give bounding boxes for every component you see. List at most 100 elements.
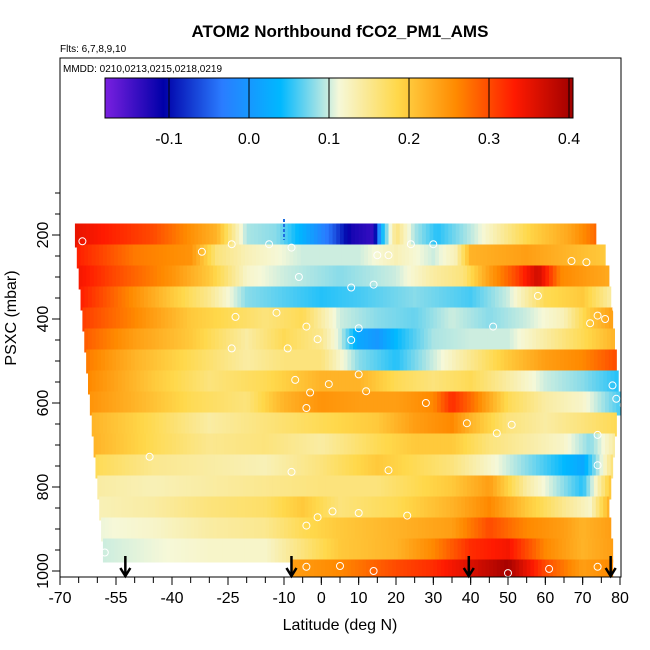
sample-point: [313, 335, 322, 344]
heatmap-cell: [185, 328, 190, 353]
heatmap-cell: [330, 370, 335, 395]
heatmap-cell: [216, 265, 222, 290]
heatmap-cell: [416, 244, 421, 269]
heatmap-cell: [306, 265, 311, 290]
heatmap-cell: [386, 286, 391, 311]
heatmap-cell: [263, 412, 268, 437]
heatmap-cell: [186, 475, 192, 500]
heatmap-cell: [420, 496, 425, 521]
heatmap-cell: [459, 517, 464, 542]
heatmap-cell: [160, 307, 166, 332]
arrow-head: [119, 567, 132, 579]
heatmap-cell: [358, 475, 363, 500]
heatmap-cell: [448, 307, 453, 332]
heatmap-cell: [160, 349, 166, 374]
heatmap-cell: [487, 286, 492, 311]
heatmap-cell: [571, 475, 576, 500]
heatmap-cell: [599, 412, 604, 437]
heatmap-cell: [304, 244, 309, 269]
heatmap-cell: [97, 475, 102, 500]
heatmap-cell: [108, 475, 113, 500]
heatmap-cell: [347, 223, 352, 248]
heatmap-cell: [392, 475, 397, 500]
heatmap-cell: [373, 265, 378, 290]
x-axis: -70 -55 -40 -25 -10 0 10 20 30 40 50 60 70 80: [48, 577, 629, 607]
heatmap-cell: [369, 433, 375, 458]
heatmap-cell: [552, 391, 558, 416]
sample-point: [429, 240, 438, 249]
heatmap-cell: [571, 307, 576, 332]
heatmap-cell: [442, 328, 447, 353]
heatmap-cell: [89, 349, 95, 374]
heatmap-cell: [379, 328, 384, 353]
heatmap-cell: [226, 244, 231, 269]
heatmap-cell: [312, 244, 317, 269]
heatmap-cell: [319, 412, 324, 437]
heatmap-cell: [194, 349, 199, 374]
heatmap-cell: [582, 265, 587, 290]
heatmap-cell: [550, 496, 556, 521]
heatmap-cell: [188, 496, 194, 521]
heatmap-cell: [556, 559, 561, 577]
heatmap-cell: [580, 244, 586, 269]
heatmap-cell: [177, 286, 182, 311]
heatmap-cell: [192, 496, 197, 521]
heatmap-cell: [200, 412, 205, 437]
heatmap-cell: [478, 475, 483, 500]
heatmap-cell: [379, 412, 384, 437]
heatmap-cell: [235, 223, 240, 248]
heatmap-cell: [198, 223, 203, 248]
heatmap-cell: [386, 412, 391, 437]
heatmap-cell: [117, 496, 123, 521]
heatmap-cell: [173, 412, 179, 437]
heatmap-cell: [474, 559, 479, 577]
heatmap-cell: [496, 433, 502, 458]
sample-point: [567, 257, 576, 265]
heatmap-cell: [444, 433, 449, 458]
heatmap-cell: [573, 286, 578, 311]
heatmap-cell: [153, 307, 158, 332]
heatmap-cell: [343, 391, 349, 416]
heatmap-cell: [108, 307, 113, 332]
y-tick-label: 600: [35, 390, 52, 417]
heatmap-cell: [298, 475, 304, 500]
heatmap-cell: [438, 454, 444, 479]
heatmap-cell: [390, 412, 395, 437]
heatmap-cell: [106, 538, 111, 563]
heatmap-cell: [577, 370, 582, 395]
heatmap-cell: [375, 454, 380, 479]
x-tick-label: -10: [272, 590, 295, 607]
heatmap-cell: [586, 475, 591, 500]
heatmap-cell: [470, 265, 475, 290]
heatmap-cell: [332, 307, 337, 332]
heatmap-cell: [435, 244, 440, 269]
heatmap-cell: [569, 286, 574, 311]
heatmap-cell: [328, 307, 334, 332]
heatmap-cell: [338, 244, 343, 269]
heatmap-cell: [267, 454, 272, 479]
heatmap-cell: [284, 307, 289, 332]
heatmap-cell: [82, 265, 87, 290]
heatmap-cell: [237, 538, 242, 563]
heatmap-cell: [216, 307, 222, 332]
heatmap-cell: [466, 307, 472, 332]
heatmap-cell: [453, 370, 459, 395]
heatmap-cell: [489, 391, 494, 416]
heatmap-cell: [106, 328, 111, 353]
heatmap-cell: [537, 265, 543, 290]
heatmap-cell: [194, 223, 199, 248]
heatmap-cell: [453, 538, 459, 563]
heatmap-cell: [384, 433, 390, 458]
heatmap-cell: [489, 475, 494, 500]
sample-point: [421, 399, 430, 407]
heatmap-cell: [84, 328, 89, 353]
heatmap-cell: [297, 244, 302, 269]
heatmap-cell: [399, 559, 405, 577]
heatmap-cell: [332, 349, 337, 374]
heatmap-cell: [466, 433, 472, 458]
heatmap-cell: [119, 517, 125, 542]
heatmap-cell: [104, 517, 110, 542]
heatmap-cell: [104, 265, 110, 290]
heatmap-cell: [310, 559, 315, 577]
heatmap-cell: [347, 475, 352, 500]
